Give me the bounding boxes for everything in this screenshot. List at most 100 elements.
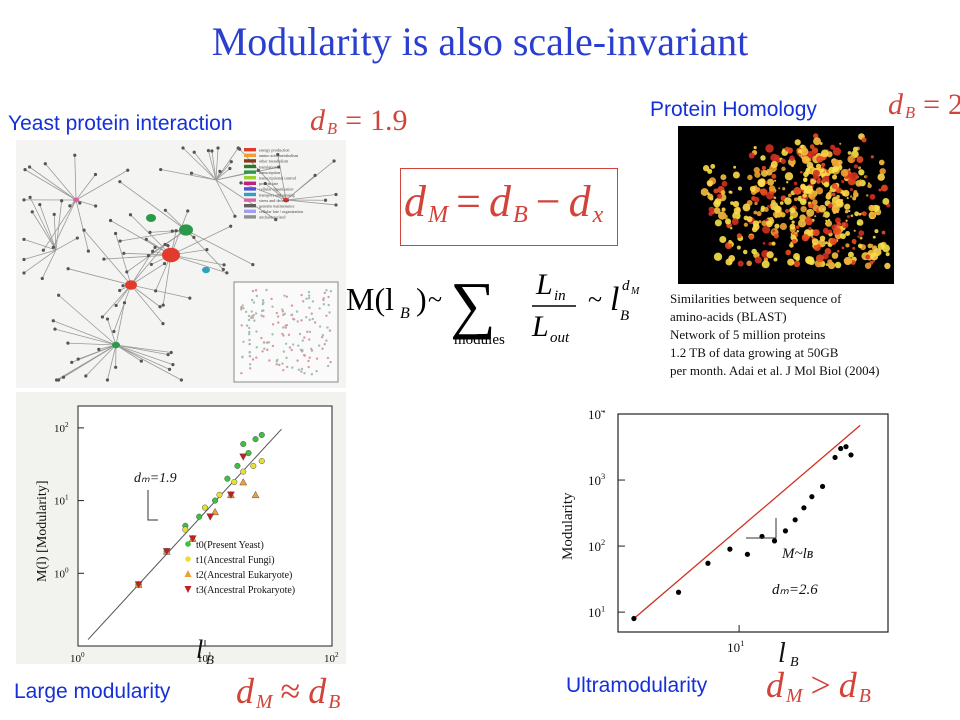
protein-homology-image	[678, 126, 894, 284]
homology-node	[785, 249, 792, 256]
data-point	[792, 517, 798, 523]
homology-node	[813, 243, 821, 252]
plot-frame	[617, 413, 889, 633]
network-edge	[215, 179, 236, 217]
yeast-dimension: d B = 1.9	[310, 104, 408, 139]
homology-node	[836, 221, 842, 227]
svg-text:~: ~	[588, 285, 602, 314]
inset-node	[245, 324, 249, 327]
network-node	[105, 317, 110, 321]
homology-node	[732, 171, 740, 179]
homology-node	[790, 234, 797, 241]
homology-node	[714, 219, 722, 227]
formula-box	[400, 168, 618, 246]
legend-entry: t1(Ancestral Fungi)	[196, 555, 275, 566]
homology-node	[811, 235, 814, 239]
homology-node	[803, 177, 808, 182]
legend-label: translation	[259, 164, 278, 169]
homology-node	[753, 210, 758, 215]
homology-node	[791, 238, 797, 244]
network-node	[151, 249, 155, 253]
network-node	[276, 152, 280, 157]
network-edge	[148, 229, 187, 256]
inset-node	[329, 360, 332, 364]
homology-node	[748, 152, 755, 159]
inset-node	[271, 333, 274, 336]
homology-node	[870, 244, 874, 247]
homology-node	[839, 142, 842, 145]
inset-node	[281, 308, 284, 311]
homology-node	[731, 218, 739, 226]
homology-node	[858, 166, 862, 170]
y-tick-label: 103	[588, 471, 605, 488]
homology-node	[719, 235, 727, 244]
homology-node	[803, 190, 807, 194]
homology-node	[858, 212, 862, 216]
legend-swatch	[244, 148, 256, 152]
inset-node	[311, 317, 314, 321]
network-edge	[113, 284, 132, 332]
homology-node	[713, 252, 723, 261]
homology-node	[728, 239, 733, 244]
data-point	[231, 478, 238, 486]
inset-node	[247, 318, 251, 322]
homology-node	[800, 205, 807, 213]
inset-node	[321, 347, 324, 350]
homology-node	[856, 156, 864, 164]
network-node	[239, 181, 243, 185]
inset-node	[308, 318, 311, 322]
y-tick-label: 102	[588, 537, 605, 554]
homology-node	[799, 214, 807, 222]
network-edge	[162, 254, 172, 306]
network-node	[30, 210, 34, 214]
homology-node	[721, 180, 728, 187]
homology-node	[813, 169, 820, 177]
homology-node	[849, 195, 853, 198]
homology-node	[870, 155, 874, 159]
legend-swatch	[244, 159, 256, 163]
homology-node	[831, 252, 839, 259]
inset-node	[247, 314, 251, 318]
homology-node	[847, 155, 856, 164]
homology-node	[758, 220, 762, 224]
inset-node	[255, 346, 258, 349]
data-point	[211, 507, 219, 516]
inset-node	[268, 359, 271, 362]
homology-node	[842, 192, 846, 196]
network-node	[192, 235, 196, 239]
inset-node	[262, 341, 266, 344]
homology-node	[766, 220, 773, 228]
inset-node	[271, 344, 275, 348]
legend-marker	[185, 541, 191, 547]
homology-node	[797, 149, 803, 154]
homology-node	[747, 174, 753, 181]
network-edge	[24, 169, 77, 201]
network-node	[122, 301, 127, 305]
inset-node	[287, 333, 291, 337]
data-point	[134, 581, 143, 589]
network-node	[171, 362, 175, 367]
data-point	[809, 494, 815, 500]
data-point	[196, 513, 203, 520]
inset-node	[308, 330, 312, 334]
homology-node	[800, 183, 806, 190]
legend-swatch	[244, 215, 256, 219]
homology-node	[765, 218, 768, 221]
network-edge	[115, 344, 172, 353]
inset-node	[283, 312, 287, 315]
inset-node	[250, 315, 253, 318]
network-node	[112, 329, 116, 334]
inset-node	[241, 356, 244, 359]
homology-node	[713, 200, 721, 208]
x-tick-label: 101	[727, 638, 744, 655]
legend-label: energy production	[259, 148, 290, 153]
data-point	[201, 504, 209, 511]
homology-node	[756, 211, 762, 217]
network-edge	[23, 249, 57, 274]
network-node	[216, 146, 220, 150]
network-node	[163, 208, 167, 212]
legend-label: other metabolism	[259, 159, 289, 164]
network-node	[28, 195, 32, 199]
inset-node	[242, 306, 245, 310]
homology-node	[845, 231, 851, 236]
